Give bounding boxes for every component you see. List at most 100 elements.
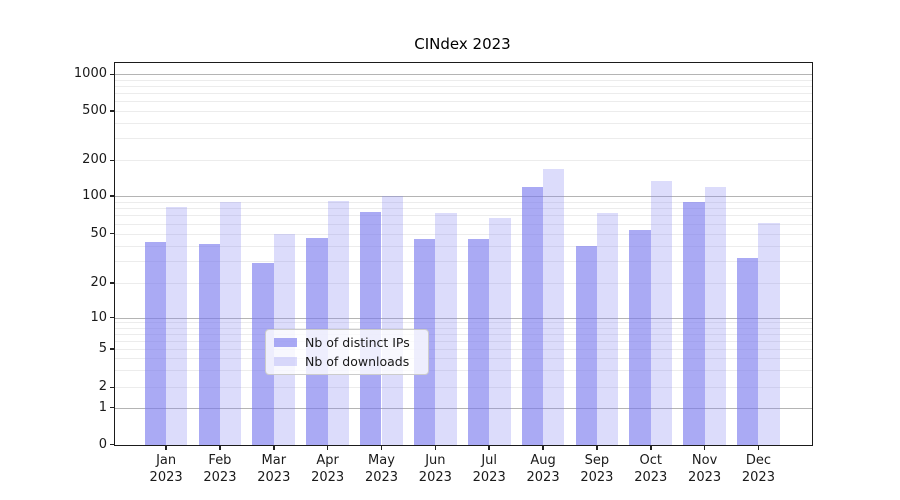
- legend-swatch-distinct-ips: [274, 338, 297, 348]
- gridline-minor: [115, 387, 812, 389]
- bar-distinct-ips: [198, 244, 220, 445]
- y-axis-tick-label: 200: [82, 152, 107, 168]
- gridline-minor: [115, 101, 812, 103]
- x-axis-tick: [650, 444, 652, 450]
- gridline-minor: [115, 93, 812, 95]
- x-axis-tick-label: Aug 2023: [526, 452, 560, 485]
- bar-downloads: [489, 217, 511, 445]
- y-axis-tick-label: 500: [82, 102, 107, 118]
- gridline-minor: [115, 223, 812, 225]
- y-axis-tick: [110, 195, 115, 197]
- gridline-minor: [115, 260, 812, 262]
- y-axis-tick-label: 0: [98, 436, 107, 452]
- y-axis-tick: [110, 406, 115, 409]
- y-axis-tick-label: 100: [82, 188, 107, 203]
- legend-label: Nb of downloads: [305, 353, 410, 369]
- y-axis-tick: [110, 73, 115, 76]
- gridline-minor: [115, 86, 812, 88]
- y-axis-tick-label: 10: [90, 309, 107, 325]
- gridline-minor: [115, 358, 812, 360]
- y-axis-tick: [110, 232, 115, 235]
- bar-downloads: [327, 200, 350, 445]
- bar-downloads: [704, 187, 726, 445]
- y-axis-tick-label: 1000: [73, 66, 107, 82]
- gridline-minor: [115, 208, 812, 210]
- legend-swatch-downloads: [274, 356, 297, 366]
- gridline-major: [115, 196, 812, 197]
- x-axis-tick: [380, 444, 383, 450]
- bar-distinct-ips: [521, 187, 544, 445]
- gridline-minor: [115, 282, 812, 284]
- y-axis-tick-label: 2: [98, 379, 107, 395]
- gridline-minor: [115, 122, 812, 124]
- gridline-major: [115, 74, 812, 76]
- bar-downloads: [596, 213, 619, 445]
- x-axis-tick-label: Sep 2023: [580, 452, 614, 485]
- x-axis-tick: [488, 444, 490, 450]
- bar-distinct-ips: [737, 257, 759, 445]
- bar-distinct-ips: [144, 241, 167, 445]
- gridline-minor: [115, 110, 812, 112]
- plot-area: Jan 2023 Feb 2023 Mar 2023 Apr 2023 May 2023 Jun 20…: [74, 62, 813, 485]
- bar-downloads: [650, 181, 673, 445]
- bar-downloads: [166, 207, 188, 445]
- y-axis-tick-label: 50: [90, 225, 107, 241]
- gridline-minor: [115, 233, 812, 235]
- bar-distinct-ips: [252, 262, 274, 445]
- x-axis-tick-label: Mar 2023: [257, 452, 291, 485]
- bar-distinct-ips: [683, 201, 705, 445]
- x-axis-tick-label: Oct 2023: [634, 452, 668, 485]
- gridline-minor: [115, 370, 812, 372]
- y-axis-tick: [110, 316, 115, 319]
- x-axis-tick: [703, 444, 706, 450]
- gridline-minor: [115, 348, 812, 350]
- bar-downloads: [219, 202, 242, 445]
- x-axis-tick: [165, 444, 167, 450]
- y-axis-tick-label: 1: [98, 399, 107, 415]
- x-axis-tick: [757, 444, 760, 450]
- x-axis-tick-label: Nov 2023: [688, 452, 722, 485]
- y-axis-tick: [110, 348, 115, 350]
- gridline-minor: [115, 333, 812, 335]
- x-axis-tick: [596, 444, 598, 450]
- gridline-minor: [115, 79, 812, 81]
- bar-distinct-ips: [467, 239, 490, 445]
- bar-distinct-ips: [575, 245, 597, 445]
- gridline-minor: [115, 138, 812, 140]
- gridline-major: [115, 407, 812, 409]
- gridline-minor: [115, 327, 812, 329]
- legend-label: Nb of distinct IPs: [305, 335, 410, 351]
- x-axis-tick: [273, 444, 275, 450]
- y-axis-tick: [110, 282, 115, 284]
- bar-downloads: [435, 213, 457, 445]
- gridline-minor: [115, 201, 812, 203]
- bar-downloads: [758, 222, 780, 445]
- x-axis-tick-label: Jun 2023: [418, 452, 452, 485]
- gridline-major: [115, 317, 812, 319]
- y-axis-tick: [110, 159, 115, 162]
- x-axis-tick-label: Apr 2023: [311, 452, 345, 485]
- legend-item-distinct-ips: Nb of distinct IPs: [274, 335, 420, 350]
- y-axis-tick-label: 20: [90, 274, 107, 290]
- x-axis-tick-label: May 2023: [364, 452, 399, 485]
- gridline-minor: [115, 340, 812, 342]
- x-axis-tick-label: Jul 2023: [472, 452, 506, 485]
- legend: Nb of distinct IPs Nb of downloads: [265, 329, 429, 375]
- y-axis-tick: [110, 386, 115, 389]
- bar-distinct-ips: [360, 211, 382, 445]
- y-axis-tick-label: 5: [98, 340, 107, 356]
- legend-item-downloads: Nb of downloads: [274, 354, 420, 369]
- x-axis-tick: [219, 444, 221, 450]
- gridline-minor: [115, 245, 812, 247]
- chart-title: CINdex 2023: [414, 35, 511, 53]
- y-axis-tick: [110, 110, 115, 112]
- gridline-minor: [115, 160, 812, 162]
- bar-downloads: [381, 196, 403, 445]
- x-axis-tick-label: Feb 2023: [203, 452, 237, 485]
- bar-distinct-ips: [629, 230, 651, 445]
- x-axis-tick: [434, 444, 437, 450]
- gridline-minor: [115, 322, 812, 324]
- x-axis-tick: [542, 444, 544, 450]
- gridline-minor: [115, 215, 812, 217]
